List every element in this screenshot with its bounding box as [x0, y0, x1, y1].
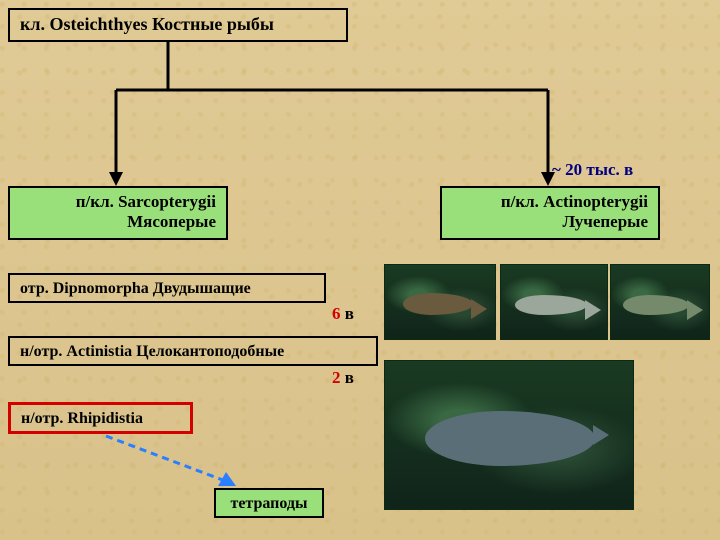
actinistia-count: 2 в	[332, 368, 354, 388]
node-rhipidistia: н/отр. Rhipidistia	[8, 402, 193, 434]
dipno-label: отр. Dipnomorpha Двудышащие	[20, 280, 251, 297]
acti-count-n: 2	[332, 368, 341, 387]
photo-lungfish-1	[384, 264, 496, 340]
sarco-line1: п/кл. Sarcopterygii	[20, 192, 216, 212]
node-actinopterygii: п/кл. Actinopterygii Лучеперые	[440, 186, 660, 240]
actinistia-label: н/отр. Actinistia Целокантоподобные	[20, 343, 284, 360]
node-sarcopterygii: п/кл. Sarcopterygii Мясоперые	[8, 186, 228, 240]
tetrapoda-label: тетраподы	[230, 495, 307, 512]
node-dipnomorpha: отр. Dipnomorpha Двудышащие	[8, 273, 326, 303]
node-actinistia: н/отр. Actinistia Целокантоподобные	[8, 336, 378, 366]
dipno-count-n: 6	[332, 304, 341, 323]
actino-note-text: ~ 20 тыс. в	[552, 160, 633, 179]
rhipidistia-label: н/отр. Rhipidistia	[21, 410, 143, 427]
node-root-label: кл. Osteichthyes Костные рыбы	[20, 14, 274, 34]
node-tetrapoda: тетраподы	[214, 488, 324, 518]
photo-coelacanth	[384, 360, 634, 510]
sarco-line2: Мясоперые	[20, 212, 216, 232]
acti-count-unit: в	[345, 368, 354, 387]
dipno-count-unit: в	[345, 304, 354, 323]
photo-lungfish-3	[610, 264, 710, 340]
dipno-count: 6 в	[332, 304, 354, 324]
actino-line2: Лучеперые	[452, 212, 648, 232]
actino-species-count: ~ 20 тыс. в	[552, 160, 633, 180]
node-root: кл. Osteichthyes Костные рыбы	[8, 8, 348, 42]
actino-line1: п/кл. Actinopterygii	[452, 192, 648, 212]
photo-lungfish-2	[500, 264, 608, 340]
